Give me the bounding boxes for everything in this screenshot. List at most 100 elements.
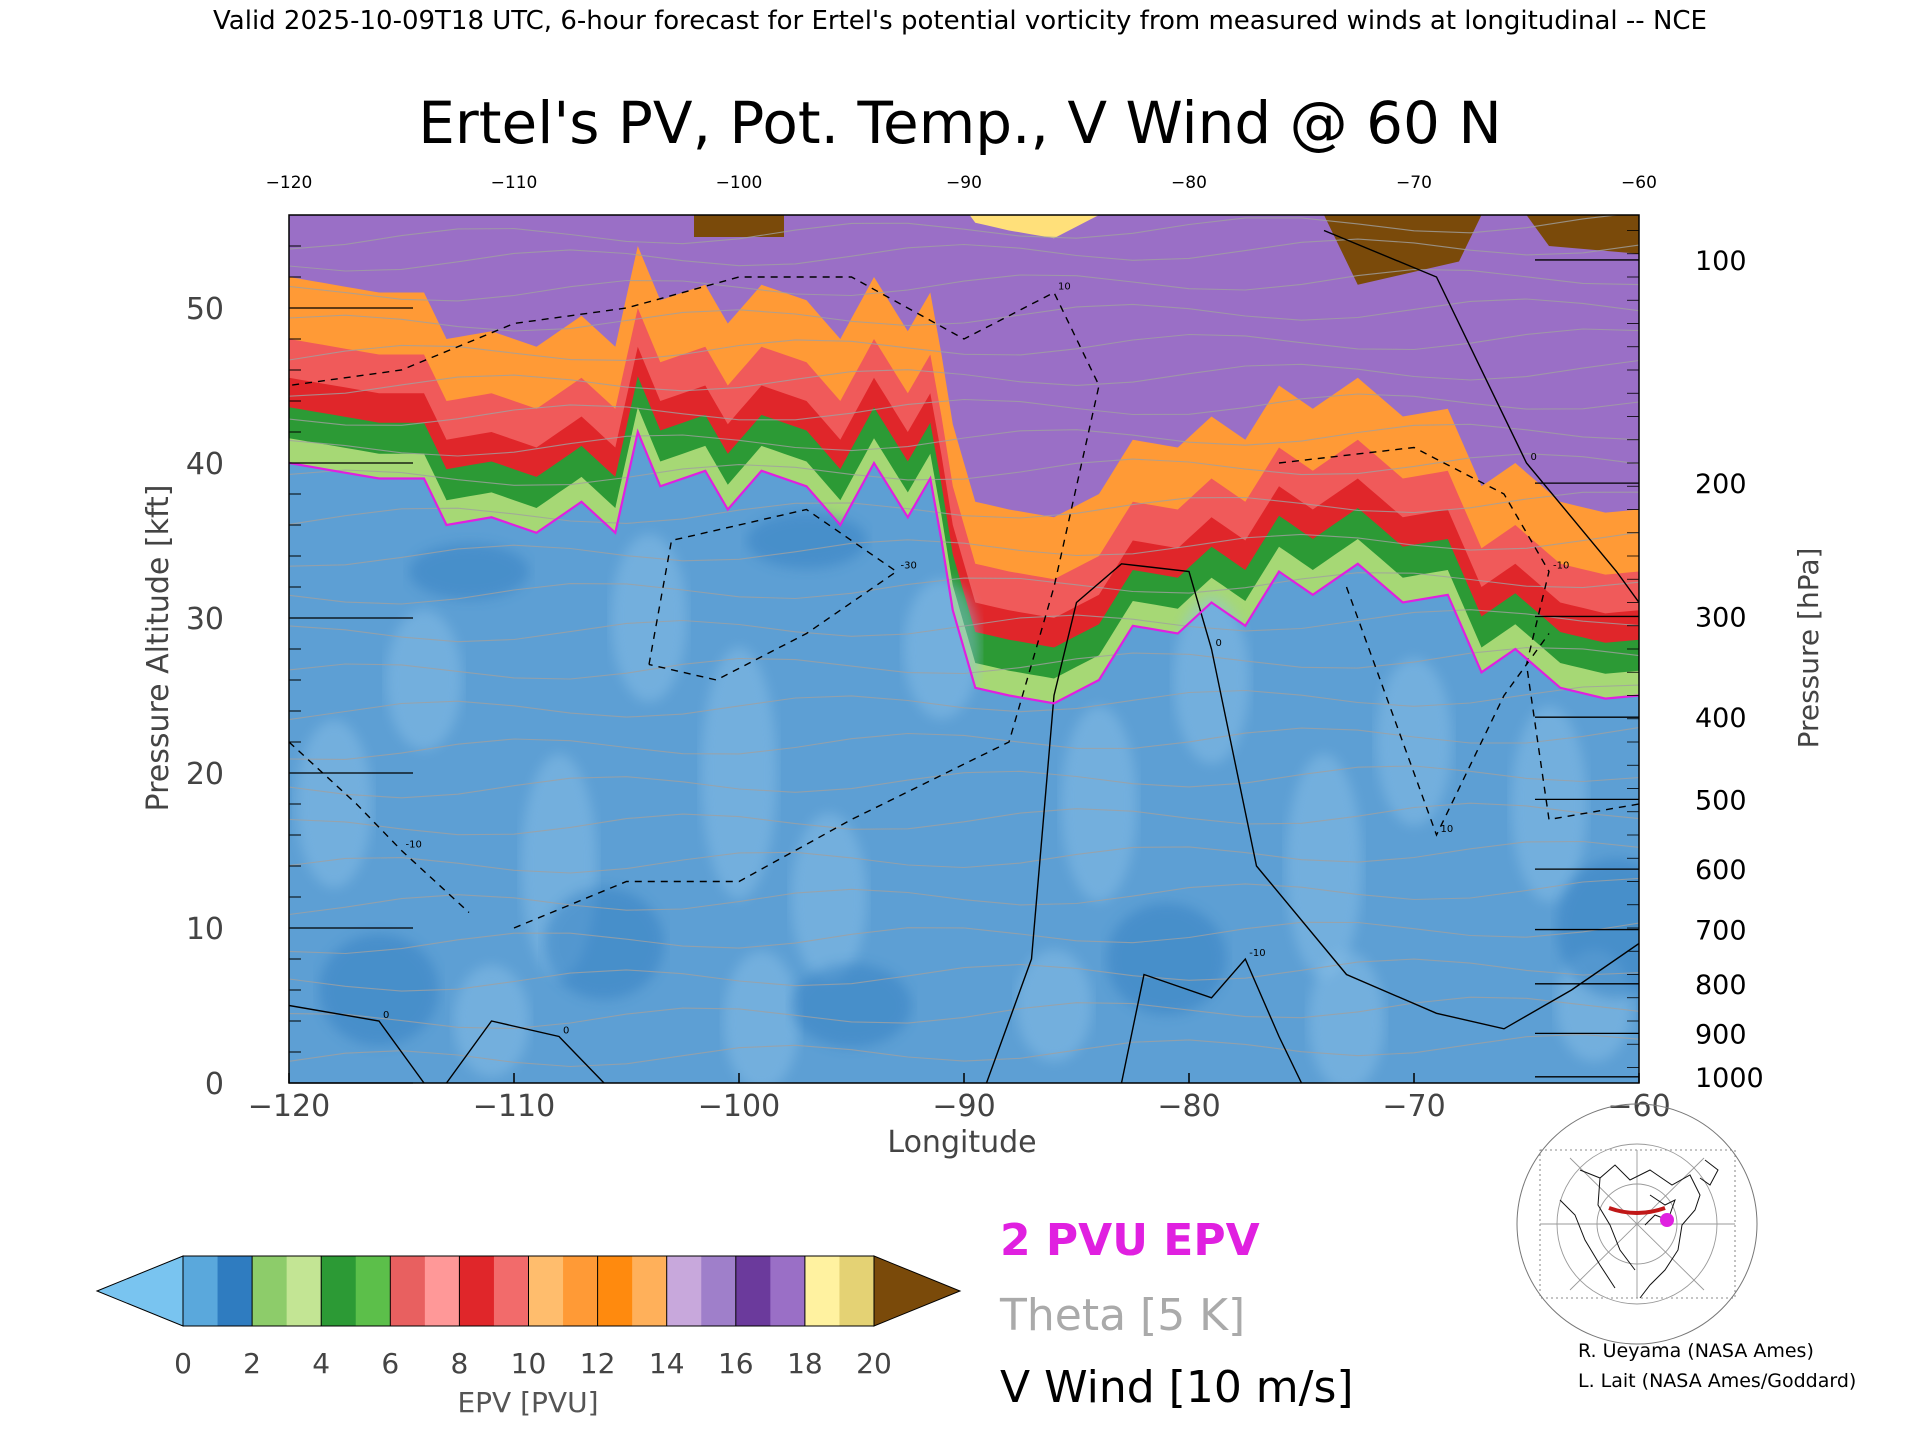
- colorbar-tick-label: 8: [450, 1347, 468, 1380]
- pv-light-streak: [611, 534, 687, 702]
- colorbar-tick-label: 4: [312, 1347, 330, 1380]
- v-wind-contour-label: -10: [1249, 948, 1265, 959]
- colorbar-under-triangle: [95, 1255, 184, 1327]
- x-top-tick-label: −70: [1396, 173, 1432, 193]
- theta-line: [289, 840, 1639, 874]
- v-wind-contour-label: 0: [563, 1026, 569, 1037]
- colorbar-segment: [217, 1256, 253, 1326]
- x-tick-label: −70: [1382, 1089, 1445, 1124]
- colorbar-segment: [321, 1256, 357, 1326]
- v-wind-contour-label: 10: [1441, 824, 1454, 835]
- pv-light-streak: [1286, 754, 1362, 978]
- pv-light-streak: [723, 951, 800, 1083]
- colorbar-segment: [701, 1256, 737, 1326]
- theta-line: [289, 328, 1639, 361]
- plot-area: 0 -10 0 0 0 10 -10 -30 -10 10: [288, 214, 1640, 1084]
- v-wind-contour-label: -10: [1553, 561, 1569, 572]
- pv-cap-brown: [1324, 215, 1482, 285]
- theta-line: [289, 215, 1622, 250]
- pv-light-streak: [1061, 706, 1137, 902]
- pv-dark-streak: [791, 963, 912, 1048]
- legend: 2 PVU EPV Theta [5 K] V Wind [10 m/s]: [999, 1215, 1354, 1413]
- pv-light-streak: [1308, 951, 1385, 1083]
- chart-title: Ertel's PV, Pot. Temp., V Wind @ 60 N: [418, 89, 1501, 157]
- x-tick-label: −120: [248, 1089, 330, 1124]
- colorbar-tick-label: 2: [243, 1347, 261, 1380]
- colorbar-segment: [252, 1256, 288, 1326]
- credit-line-2: L. Lait (NASA Ames/Goddard): [1578, 1370, 1856, 1392]
- theta-line: [289, 802, 1639, 836]
- theta-line: [289, 958, 1639, 992]
- colorbar-segment: [183, 1256, 219, 1326]
- colorbar-tick-label: 14: [649, 1347, 685, 1380]
- pv-light-streak: [791, 813, 867, 981]
- pv-dark-streak: [544, 887, 664, 1000]
- locator-map-globe: [1516, 1103, 1758, 1345]
- x-axis-label: Longitude: [887, 1125, 1036, 1160]
- theta-line: [289, 684, 1639, 721]
- pressure-tick-label: 700: [1695, 916, 1747, 947]
- y-axis-label: Pressure Altitude [kft]: [141, 485, 176, 812]
- colorbar-segment: [390, 1256, 426, 1326]
- x-tick-label: −110: [473, 1089, 555, 1124]
- theta-line: [289, 298, 1639, 332]
- pv-light-streak: [1511, 706, 1587, 902]
- v-wind-contour: [1345, 586, 1550, 837]
- pv-band-orange: [289, 246, 1639, 595]
- pv-dark-streak: [746, 512, 867, 569]
- pv-cap-brown: [1526, 215, 1639, 254]
- colorbar-segment: [563, 1256, 599, 1326]
- tropopause-2pvu-line: [289, 428, 1639, 705]
- x-tick-label: −100: [698, 1089, 780, 1124]
- locator-map-coastline: [1559, 1159, 1719, 1299]
- pv-light-streak: [1173, 596, 1250, 764]
- pressure-tick-label: 100: [1695, 246, 1747, 277]
- x-tick-label: −90: [932, 1089, 995, 1124]
- colorbar-segment: [735, 1256, 771, 1326]
- legend-pv-label: 2 PVU EPV: [1000, 1215, 1260, 1266]
- pressure-tick-label: 1000: [1695, 1063, 1764, 1094]
- y-tick-label: 10: [186, 912, 224, 947]
- legend-theta-label: Theta [5 K]: [999, 1290, 1245, 1341]
- y-tick-label: 0: [205, 1067, 224, 1102]
- pv-light-streak: [296, 720, 372, 888]
- pv-light-streak: [903, 579, 980, 719]
- colorbar: 0 2 4 6 8 10 12 14 16 18 20 EPV [PVU]: [95, 1255, 962, 1419]
- colorbar-tick-label: 12: [580, 1347, 616, 1380]
- locator-map-section-line: [1608, 1206, 1666, 1215]
- v-wind-contour-label: 0: [1531, 452, 1537, 463]
- y-tick-label: 30: [186, 602, 224, 637]
- colorbar-segment: [286, 1256, 322, 1326]
- v-wind-contour-label: -10: [406, 840, 422, 851]
- locator-map-marker: [1660, 1213, 1674, 1227]
- pv-band-purple: [289, 215, 1639, 533]
- pv-dark-streak: [1556, 858, 1639, 998]
- v-wind-contour: [1120, 957, 1303, 1083]
- colorbar-segment: [632, 1256, 668, 1326]
- colorbar-segment: [804, 1256, 841, 1326]
- y-tick-label: 40: [186, 447, 224, 482]
- colorbar-segment: [424, 1256, 460, 1326]
- x-top-tick-label: −60: [1621, 173, 1657, 193]
- pv-band-green: [289, 376, 1639, 685]
- pv-dark-streak: [1106, 903, 1227, 1015]
- colorbar-over-triangle: [873, 1255, 962, 1327]
- v-wind-contour-label: 0: [383, 1010, 389, 1021]
- theta-line: [289, 393, 1639, 426]
- v-wind-contour: [445, 1020, 605, 1083]
- theta-line: [289, 877, 1639, 916]
- colorbar-segment: [528, 1256, 564, 1326]
- colorbar-tick-label: 18: [787, 1347, 823, 1380]
- y-tick-label: 20: [186, 757, 224, 792]
- pv-light-streak: [701, 647, 777, 899]
- colorbar-tick-label: 6: [381, 1347, 399, 1380]
- theta-line: [289, 238, 1639, 272]
- v-wind-contour-label: 0: [1216, 638, 1222, 649]
- v-wind-contour: [1278, 446, 1639, 821]
- colorbar-segment: [839, 1256, 875, 1326]
- colorbar-segment: [666, 1256, 702, 1326]
- colorbar-segment: [597, 1256, 633, 1326]
- theta-line: [289, 359, 1639, 397]
- v-wind-contour-label: -30: [901, 561, 917, 572]
